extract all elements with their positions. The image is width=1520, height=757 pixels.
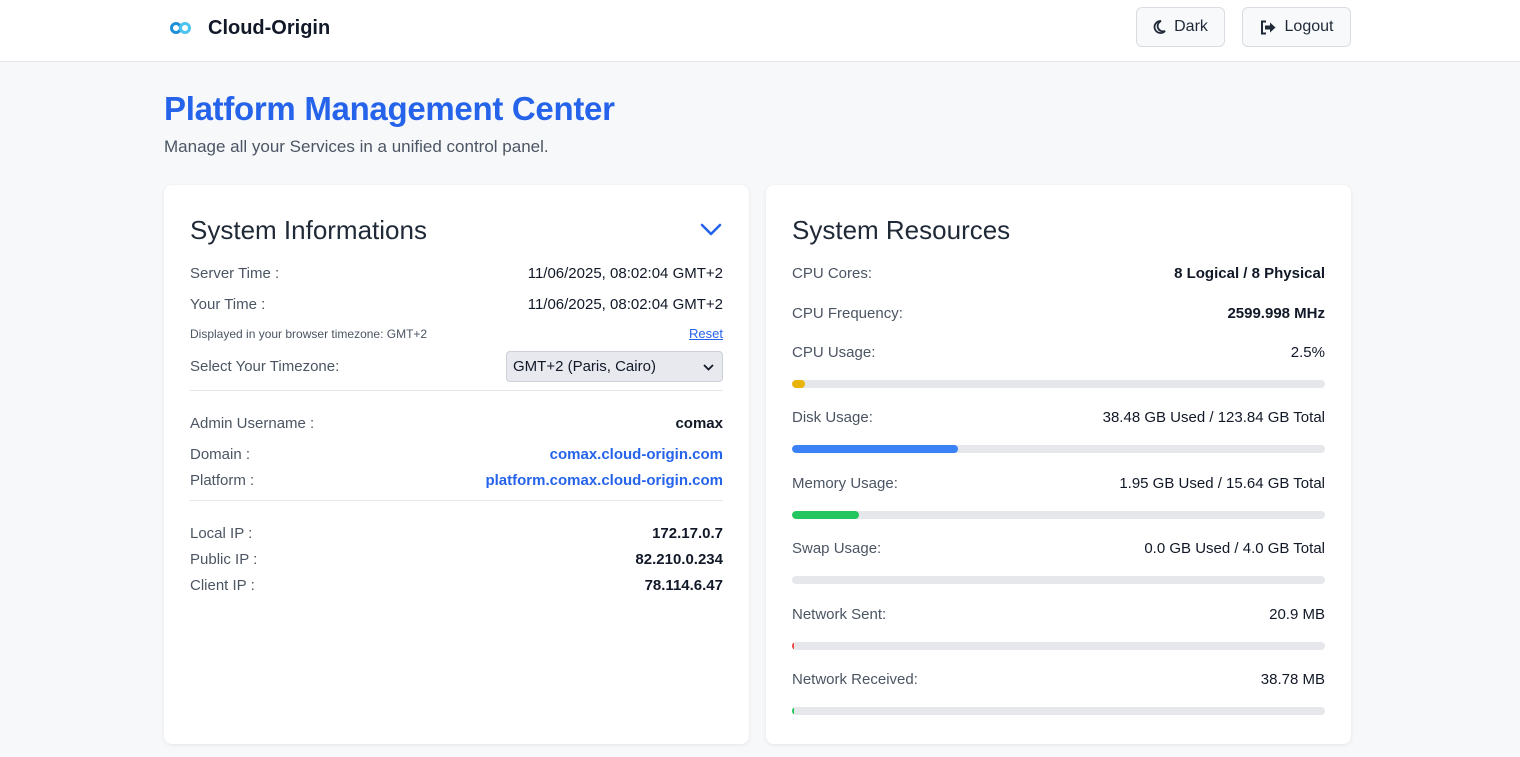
swap-usage-bar [792,576,1325,584]
platform-link[interactable]: platform.comax.cloud-origin.com [485,472,723,489]
network-sent-row: Network Sent: 20.9 MB [792,606,1325,623]
cpu-cores-row: CPU Cores: 8 Logical / 8 Physical [792,265,1325,282]
cpu-usage-value: 2.5% [1290,344,1325,361]
logout-label: Logout [1284,18,1334,35]
brand-name: Cloud-Origin [208,16,331,39]
network-sent-label: Network Sent: [792,606,887,623]
client-ip-label: Client IP : [190,577,255,594]
system-info-card: System Informations Server Time : 11/06/… [164,185,749,744]
memory-usage-value: 1.95 GB Used / 15.64 GB Total [1119,475,1325,492]
system-info-title: System Informations [190,215,427,245]
dark-mode-label: Dark [1174,18,1208,35]
cpu-usage-bar-fill [792,380,806,388]
swap-usage-row: Swap Usage: 0.0 GB Used / 4.0 GB Total [792,540,1325,557]
swap-usage-label: Swap Usage: [792,540,882,557]
platform-row: Platform : platform.comax.cloud-origin.c… [190,472,723,489]
system-resources-card: System Resources CPU Cores: 8 Logical / … [766,185,1351,744]
network-sent-bar-fill [792,642,795,650]
timezone-select[interactable]: GMT+2 (Paris, Cairo) [506,351,723,382]
timezone-selected-value: GMT+2 (Paris, Cairo) [513,358,656,375]
admin-value: comax [675,415,723,432]
network-received-bar [792,707,1325,715]
brand[interactable]: Cloud-Origin [170,14,330,42]
public-ip-label: Public IP : [190,551,258,568]
divider [190,500,723,501]
public-ip-value: 82.210.0.234 [635,551,723,568]
timezone-note: Displayed in your browser timezone: GMT+… [190,326,428,341]
cpu-cores-label: CPU Cores: [792,265,873,282]
timezone-select-row: Select Your Timezone: GMT+2 (Paris, Cair… [190,351,723,382]
page-title: Platform Management Center [164,90,615,127]
local-ip-label: Local IP : [190,525,253,542]
domain-label: Domain : [190,446,251,463]
server-time-label: Server Time : [190,265,280,282]
network-received-row: Network Received: 38.78 MB [792,671,1325,688]
disk-usage-value: 38.48 GB Used / 123.84 GB Total [1102,409,1325,426]
admin-label: Admin Username : [190,415,315,432]
domain-row: Domain : comax.cloud-origin.com [190,446,723,463]
memory-usage-bar-fill [792,511,859,519]
top-bar: Cloud-Origin Dark Logout [0,0,1520,62]
domain-link[interactable]: comax.cloud-origin.com [549,446,723,463]
local-ip-value: 172.17.0.7 [652,525,723,542]
network-received-bar-fill [792,707,795,715]
timezone-note-row: Displayed in your browser timezone: GMT+… [190,326,723,341]
public-ip-row: Public IP : 82.210.0.234 [190,551,723,568]
memory-usage-bar [792,511,1325,519]
disk-usage-bar-fill [792,445,958,453]
chevron-down-icon [703,358,714,375]
cloud-logo-icon [170,21,192,35]
network-sent-value: 20.9 MB [1269,606,1325,623]
system-resources-title: System Resources [792,215,1011,245]
chevron-down-icon[interactable] [700,223,722,237]
cpu-cores-value: 8 Logical / 8 Physical [1174,265,1325,282]
page-subtitle: Manage all your Services in a unified co… [164,137,549,156]
your-time-label: Your Time : [190,296,266,313]
dark-mode-button[interactable]: Dark [1136,7,1225,47]
cpu-usage-label: CPU Usage: [792,344,876,361]
reset-timezone-link[interactable]: Reset [689,326,723,341]
cpu-usage-row: CPU Usage: 2.5% [792,344,1325,361]
client-ip-value: 78.114.6.47 [644,577,723,594]
moon-icon [1153,20,1166,34]
divider [190,390,723,391]
logout-button[interactable]: Logout [1242,7,1351,47]
cpu-frequency-label: CPU Frequency: [792,305,903,322]
disk-usage-row: Disk Usage: 38.48 GB Used / 123.84 GB Tot… [792,409,1325,426]
admin-row: Admin Username : comax [190,415,723,432]
cpu-usage-bar [792,380,1325,388]
network-received-label: Network Received: [792,671,918,688]
server-time-value: 11/06/2025, 08:02:04 GMT+2 [527,265,723,282]
network-sent-bar [792,642,1325,650]
local-ip-row: Local IP : 172.17.0.7 [190,525,723,542]
memory-usage-row: Memory Usage: 1.95 GB Used / 15.64 GB Tot… [792,475,1325,492]
logout-icon [1260,20,1277,35]
swap-usage-value: 0.0 GB Used / 4.0 GB Total [1144,540,1325,557]
disk-usage-bar [792,445,1325,453]
disk-usage-label: Disk Usage: [792,409,873,426]
cpu-frequency-row: CPU Frequency: 2599.998 MHz [792,305,1325,322]
platform-label: Platform : [190,472,255,489]
cpu-frequency-value: 2599.998 MHz [1227,305,1325,322]
your-time-row: Your Time : 11/06/2025, 08:02:04 GMT+2 [190,296,723,313]
server-time-row: Server Time : 11/06/2025, 08:02:04 GMT+2 [190,265,723,282]
client-ip-row: Client IP : 78.114.6.47 [190,577,723,594]
select-timezone-label: Select Your Timezone: [190,358,340,375]
your-time-value: 11/06/2025, 08:02:04 GMT+2 [527,296,723,313]
memory-usage-label: Memory Usage: [792,475,898,492]
network-received-value: 38.78 MB [1260,671,1325,688]
